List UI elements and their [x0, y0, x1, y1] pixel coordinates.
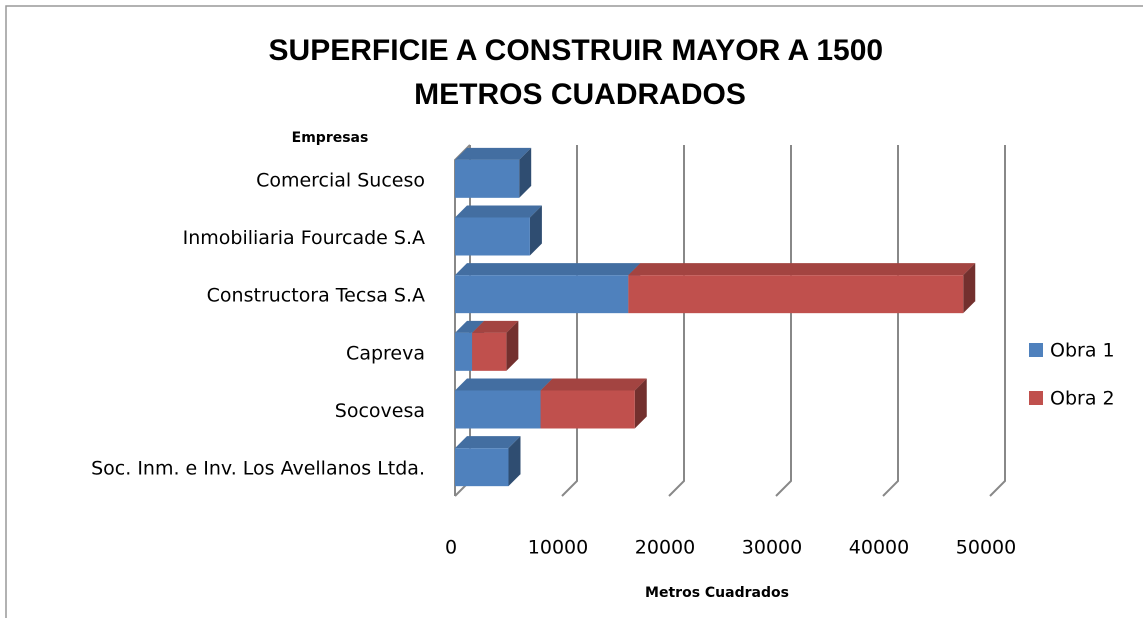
bar-side: [508, 436, 521, 487]
bar: [455, 436, 521, 487]
bar-front: [540, 390, 635, 429]
grid-line: [989, 145, 1006, 497]
legend-swatch: [1029, 343, 1043, 357]
bar-side: [519, 147, 532, 198]
bar: [455, 147, 532, 198]
x-tick-label: 30000: [742, 537, 802, 559]
bar: [472, 320, 519, 371]
bar-top: [628, 263, 976, 276]
grid-line: [668, 145, 685, 497]
title-line: SUPERFICIE A CONSTRUIR MAYOR A 1500: [269, 34, 884, 67]
bar-top: [455, 205, 542, 218]
grid-line: [775, 145, 792, 497]
bar-side: [529, 205, 542, 256]
x-tick-label: 10000: [528, 537, 588, 559]
bar: [455, 205, 542, 256]
legend-label: Obra 1: [1050, 340, 1115, 362]
chart-title: SUPERFICIE A CONSTRUIR MAYOR A 1500 METR…: [269, 34, 892, 111]
y-tick-label: Inmobiliaria Fourcade S.A: [183, 227, 425, 249]
title-line: METROS CUADRADOS: [414, 78, 746, 111]
bar-top: [455, 147, 532, 160]
bar-top: [455, 320, 485, 333]
bar-front: [455, 332, 473, 371]
bar-front: [472, 332, 507, 371]
bar-top: [472, 320, 519, 333]
x-tick-label: 20000: [635, 537, 695, 559]
legend-swatch: [1029, 391, 1043, 405]
bar-front: [455, 390, 541, 429]
x-tick-label: 40000: [849, 537, 909, 559]
bar-top: [455, 378, 553, 391]
grid-line: [882, 145, 899, 497]
bar-front: [455, 448, 509, 487]
x-tick-label: 0: [445, 537, 457, 559]
grid-line: [561, 145, 578, 497]
bar-side: [963, 263, 976, 314]
bar: [455, 263, 641, 314]
bar-side: [634, 378, 647, 429]
y-tick-label: Comercial Suceso: [256, 169, 425, 191]
bar-top: [455, 436, 521, 449]
bar: [540, 378, 647, 429]
bar-side: [506, 320, 519, 371]
y-tick-label: Soc. Inm. e Inv. Los Avellanos Ltda.: [91, 458, 425, 480]
y-tick-label: Capreva: [346, 342, 425, 364]
legend-label: Obra 2: [1050, 388, 1115, 410]
bar-front: [455, 217, 530, 256]
bar: [455, 378, 553, 429]
bar-front: [455, 275, 629, 314]
bar: [628, 263, 976, 314]
bar-front: [455, 159, 520, 198]
x-axis-title: Metros Cuadrados: [645, 585, 789, 601]
bar-top: [540, 378, 647, 391]
y-tick-label: Socovesa: [335, 400, 425, 422]
y-tick-label: Constructora Tecsa S.A: [207, 285, 425, 307]
y-axis-title: Empresas: [292, 130, 369, 146]
bar-top: [455, 263, 641, 276]
x-tick-label: 50000: [956, 537, 1016, 559]
bar-front: [628, 275, 964, 314]
